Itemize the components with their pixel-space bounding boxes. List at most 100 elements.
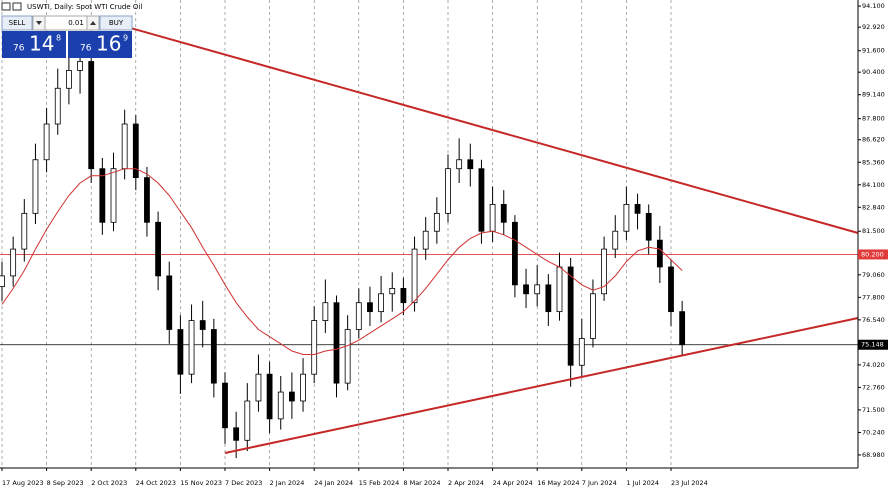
candle-body: [634, 204, 641, 214]
candle-body: [411, 248, 418, 304]
candle-body: [512, 221, 518, 286]
candle-body: [10, 248, 17, 277]
candle-body: [523, 284, 529, 295]
candle-body: [478, 168, 485, 232]
candle-body: [590, 293, 596, 339]
y-tick-label: 89.140: [862, 91, 885, 99]
x-tick-label: 15 Feb 2024: [359, 479, 399, 487]
price-level-label: 75.148: [861, 341, 884, 349]
candle-body: [489, 204, 496, 232]
candle-body: [378, 293, 385, 313]
sell-price-pip: 8: [56, 34, 61, 43]
candle-body: [277, 391, 284, 420]
x-tick-label: 2 Jan 2024: [270, 479, 305, 487]
buy-price-main: 16: [96, 32, 121, 56]
candle-body: [32, 159, 39, 214]
candle-body: [612, 230, 619, 250]
y-tick-label: 87.800: [862, 115, 885, 123]
candle-body: [255, 373, 262, 402]
price-level-box: [858, 339, 888, 350]
y-tick-label: 76.540: [862, 316, 885, 324]
price-level-label: 80.200: [861, 250, 884, 258]
candle-body: [155, 221, 162, 277]
y-tick-label: 84.100: [862, 181, 885, 189]
x-tick-label: 16 May 2024: [537, 479, 579, 487]
candle-body: [266, 373, 273, 420]
buy-price-box[interactable]: [68, 31, 132, 58]
axes: 94.100 92.920 91.600 90.400 89.140 87.800 86.6…: [1, 2, 888, 487]
x-tick-label: 8 Mar 2024: [403, 479, 440, 487]
candle-body: [210, 329, 217, 384]
candle-body: [567, 266, 574, 366]
candle-body: [500, 204, 507, 223]
y-tick-label: 92.920: [862, 23, 885, 31]
y-tick-label: 70.240: [862, 428, 885, 436]
candle-body: [188, 320, 195, 375]
lot-value: 0.01: [68, 19, 84, 27]
candle-body: [333, 302, 340, 384]
candle-body: [222, 382, 228, 429]
y-tick-label: 86.620: [862, 136, 885, 144]
candle-body: [43, 123, 50, 161]
candle-body: [132, 123, 139, 179]
candle-body: [110, 168, 117, 223]
x-tick-label: 2 Oct 2023: [91, 479, 127, 487]
y-tick-label: 74.020: [862, 361, 885, 369]
candle-body: [344, 329, 351, 384]
x-tick-label: 24 Apr 2024: [493, 479, 533, 487]
candle-body: [77, 61, 83, 71]
x-tick-label: 15 Nov 2023: [180, 479, 222, 487]
candle-body: [144, 177, 150, 223]
candle-body: [601, 248, 607, 295]
candle-body: [645, 212, 652, 241]
buy-label: BUY: [109, 19, 124, 27]
arrow-up: [90, 21, 96, 25]
buy-button[interactable]: [99, 15, 133, 31]
candle-body: [0, 275, 5, 288]
candle-body: [199, 320, 206, 330]
candle-body: [445, 168, 451, 214]
candle-body: [300, 373, 306, 402]
x-tick-label: 7 Jun 2024: [582, 479, 617, 487]
y-tick-label: 77.800: [862, 293, 885, 301]
candle-body: [534, 284, 541, 295]
sell-price-box[interactable]: [2, 31, 66, 58]
candle-body: [623, 204, 630, 232]
candle-body: [288, 391, 295, 402]
x-tick-label: 2 Apr 2024: [448, 479, 484, 487]
candle-body: [88, 61, 95, 170]
candle-body: [166, 275, 173, 330]
icon: [1, 2, 11, 11]
y-tick-label: 71.500: [862, 406, 885, 414]
x-tick-label: 17 Aug 2023: [2, 479, 44, 487]
y-tick-label: 91.600: [862, 47, 885, 55]
candle-body: [467, 159, 474, 170]
x-tick-label: 24 Oct 2023: [136, 479, 176, 487]
x-tick-label: 8 Sep 2023: [47, 479, 84, 487]
candle-body: [54, 87, 61, 125]
sell-button[interactable]: [1, 15, 33, 31]
x-tick-label: 7 Dec 2023: [225, 479, 262, 487]
y-tick-label: 94.100: [862, 2, 885, 10]
candle-body: [244, 400, 251, 441]
candle-body: [389, 288, 396, 295]
grid: [0, 0, 858, 468]
sell-label: SELL: [9, 19, 26, 27]
candle-body: [679, 311, 686, 346]
candle-body: [578, 338, 585, 366]
sell-price-prefix: 76: [13, 44, 25, 54]
candle-body: [322, 302, 329, 321]
sell-price-main: 14: [29, 32, 54, 56]
y-tick-label: 68.980: [862, 451, 885, 459]
y-tick-label: 82.840: [862, 203, 885, 211]
candle-body: [66, 70, 72, 89]
y-tick-label: 72.760: [862, 383, 885, 391]
y-tick-label: 79.060: [862, 271, 885, 279]
buy-price-pip: 9: [123, 34, 128, 43]
candle-body: [311, 320, 318, 375]
candle-body: [121, 123, 128, 170]
buy-price-prefix: 76: [80, 44, 92, 54]
moving-average: [1, 168, 683, 355]
